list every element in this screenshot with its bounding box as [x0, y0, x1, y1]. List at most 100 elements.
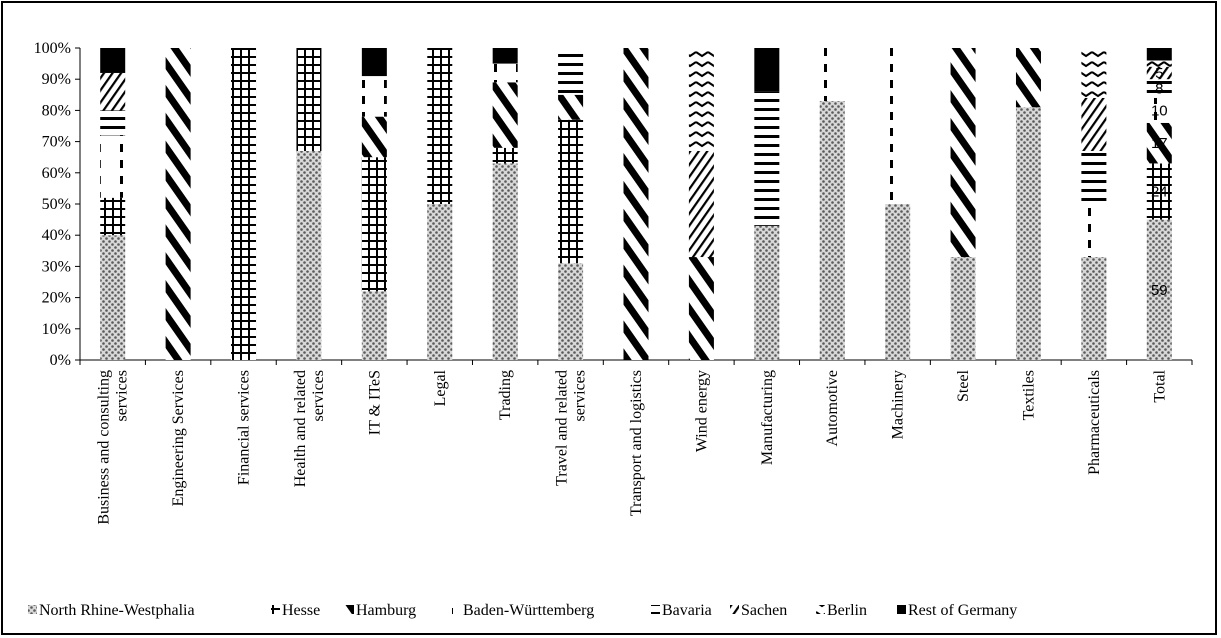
legend-swatch-baden-wurttemberg — [452, 605, 461, 614]
bar-total-bavaria — [1146, 79, 1172, 98]
x-category-label: Business and consulting services — [96, 370, 131, 525]
legend-label-hesse: Hesse — [282, 602, 320, 619]
x-category-label-line: services — [114, 370, 131, 422]
data-label-hesse: 24 — [1151, 184, 1168, 201]
legend-swatch-hesse — [271, 605, 280, 614]
bar-total-hesse — [1146, 163, 1172, 220]
legend-swatch-berlin — [816, 605, 825, 614]
bar-automotive-north-rhine-westphalia — [819, 101, 845, 360]
bar-pharmaceuticals-berlin — [1081, 48, 1107, 98]
x-category-label: Pharmaceuticals — [1086, 370, 1103, 475]
bar-it-ites-hamburg — [361, 116, 387, 158]
x-category-label-line: Automotive — [824, 370, 841, 446]
bar-total-berlin — [1146, 60, 1172, 67]
x-category-label: Total — [1151, 369, 1168, 402]
bar-pharmaceuticals-bavaria — [1081, 150, 1107, 204]
bar-trading-baden-wurttemberg — [492, 63, 518, 83]
bar-legal-north-rhine-westphalia — [427, 204, 453, 360]
bar-trading-hamburg — [492, 82, 518, 148]
bar-legal-hesse — [427, 48, 453, 204]
x-category-label: Legal — [432, 369, 449, 406]
x-category-label-line: Machinery — [890, 370, 907, 439]
bar-it-ites-rest-of-germany — [361, 48, 387, 77]
legend-label-baden-wurttemberg: Baden-Württemberg — [463, 602, 594, 619]
legend-label-rest-of-germany: Rest of Germany — [908, 602, 1017, 619]
x-category-label: Travel and related services — [554, 370, 589, 486]
bar-pharmaceuticals-sachen — [1081, 97, 1107, 151]
bar-total-hamburg — [1146, 122, 1172, 164]
x-category-label: Automotive — [824, 370, 841, 446]
x-category-label-line: IT & ITeS — [366, 370, 383, 435]
bar-total-rest-of-germany — [1146, 48, 1172, 61]
bar-textiles-north-rhine-westphalia — [1015, 107, 1041, 360]
x-category-label: Textiles — [1020, 370, 1037, 420]
x-category-label-line: Transport and logistics — [628, 370, 645, 516]
y-tick-label: 90% — [42, 71, 71, 88]
legend-swatch-rest-of-germany — [897, 605, 906, 614]
bar-automotive-baden-wurttemberg — [819, 48, 845, 102]
x-category-label: Steel — [955, 369, 972, 402]
bar-travel-and-related-services-hesse — [558, 119, 584, 264]
legend-swatch-hamburg — [345, 605, 354, 614]
y-tick-label: 40% — [42, 227, 71, 244]
data-label-bavaria: 8 — [1155, 81, 1163, 98]
y-tick-label: 0% — [50, 352, 71, 369]
x-category-label-line: Engineering Services — [170, 370, 187, 506]
legend-label-north-rhine-westphalia: North Rhine-Westphalia — [39, 602, 195, 619]
bar-wind-energy-hamburg — [688, 257, 714, 360]
x-category-label: Health and related services — [292, 370, 327, 487]
bar-it-ites-hesse — [361, 157, 387, 292]
bar-business-and-consulting-services-baden-wurttemberg — [100, 135, 126, 198]
x-category-label-line: Financial services — [236, 370, 253, 485]
x-category-label-line: Business and consulting — [96, 370, 113, 525]
legend-swatch-sachen — [730, 605, 739, 614]
bar-manufacturing-bavaria — [754, 91, 780, 226]
bar-business-and-consulting-services-sachen — [100, 72, 126, 111]
bar-travel-and-related-services-bavaria — [558, 48, 584, 95]
bar-business-and-consulting-services-bavaria — [100, 110, 126, 136]
x-category-label-line: services — [310, 370, 327, 422]
y-tick-label: 70% — [42, 134, 71, 151]
bar-wind-energy-berlin — [688, 48, 714, 151]
x-category-label: Wind energy — [693, 370, 710, 452]
bar-travel-and-related-services-north-rhine-westphalia — [558, 263, 584, 360]
x-category-label-line: Travel and related — [554, 370, 571, 486]
legend-swatch-north-rhine-westphalia — [28, 605, 37, 614]
x-category-label-line: Manufacturing — [759, 370, 776, 465]
x-category-label-line: Legal — [432, 369, 449, 406]
x-category-label: IT & ITeS — [366, 370, 383, 435]
x-category-label-line: Steel — [955, 369, 972, 402]
x-category-label: Trading — [497, 370, 514, 420]
bar-wind-energy-sachen — [688, 150, 714, 258]
bar-steel-hamburg — [950, 48, 976, 258]
total-data-labels: 59 24 17 10 85 — [1151, 65, 1168, 299]
x-category-label: Transport and logistics — [628, 370, 645, 516]
y-tick-label: 50% — [42, 196, 71, 213]
x-category-label-line: Pharmaceuticals — [1086, 370, 1103, 475]
bar-travel-and-related-services-hamburg — [558, 94, 584, 120]
bar-financial-services-hesse — [231, 48, 257, 360]
bar-trading-hesse — [492, 147, 518, 164]
bar-business-and-consulting-services-north-rhine-westphalia — [100, 235, 126, 360]
bar-trading-north-rhine-westphalia — [492, 163, 518, 360]
data-label-hamburg: 17 — [1151, 135, 1168, 152]
bar-pharmaceuticals-baden-wurttemberg — [1081, 204, 1107, 258]
legend-swatch-bavaria — [651, 605, 660, 614]
bar-transport-and-logistics-hamburg — [623, 48, 649, 360]
bar-pharmaceuticals-north-rhine-westphalia — [1081, 257, 1107, 360]
bar-health-and-related-services-hesse — [296, 48, 322, 151]
bar-manufacturing-rest-of-germany — [754, 48, 780, 92]
data-label-north-rhine-westphalia: 59 — [1151, 282, 1168, 299]
bar-textiles-hamburg — [1015, 48, 1041, 108]
legend: North Rhine-Westphalia Hesse Hamburg Baden-… — [28, 602, 1017, 619]
y-tick-label: 60% — [42, 165, 71, 182]
data-label-sachen: 5 — [1155, 65, 1163, 82]
bar-business-and-consulting-services-rest-of-germany — [100, 48, 126, 73]
data-label-baden-wurttemberg: 10 — [1151, 102, 1168, 119]
legend-label-sachen: Sachen — [741, 602, 787, 619]
y-tick-label: 30% — [42, 258, 71, 275]
x-category-label: Engineering Services — [170, 370, 187, 506]
x-category-label-line: services — [572, 370, 589, 422]
